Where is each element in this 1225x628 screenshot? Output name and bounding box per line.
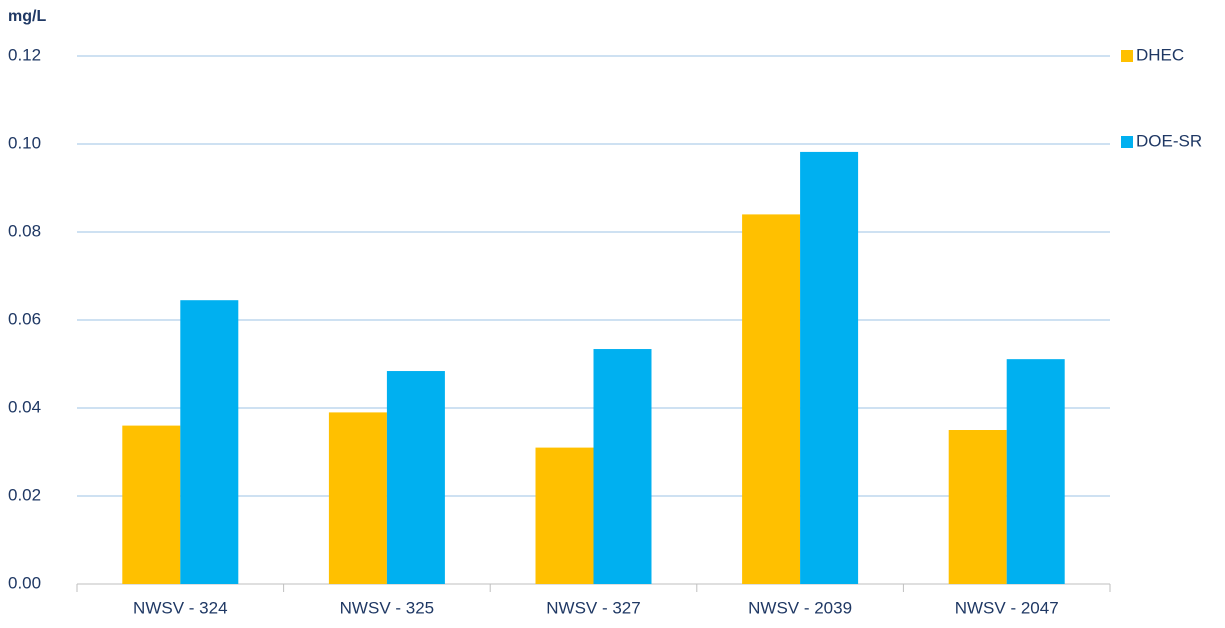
y-tick-label: 0.06	[8, 309, 41, 328]
y-tick-label: 0.08	[8, 221, 41, 240]
legend-label: DOE-SR	[1136, 131, 1202, 150]
bar	[180, 300, 239, 584]
legend-label: DHEC	[1136, 45, 1184, 64]
y-tick-label: 0.00	[8, 573, 41, 592]
legend-swatch	[1121, 50, 1133, 62]
legend-swatch	[1121, 136, 1133, 148]
y-tick-label: 0.12	[8, 45, 41, 64]
x-tick-label: NWSV - 324	[133, 598, 227, 617]
y-axis-label: mg/L	[8, 8, 46, 25]
x-tick-label: NWSV - 327	[546, 598, 640, 617]
bar	[593, 349, 652, 584]
bar	[386, 371, 445, 584]
bar	[122, 425, 181, 584]
x-tick-label: NWSV - 325	[340, 598, 434, 617]
y-tick-label: 0.10	[8, 133, 41, 152]
y-tick-label: 0.02	[8, 485, 41, 504]
x-tick-label: NWSV - 2039	[748, 598, 852, 617]
bar	[328, 412, 387, 584]
bar	[1006, 359, 1065, 584]
bar	[742, 214, 801, 584]
bar	[800, 151, 859, 585]
y-tick-label: 0.04	[8, 397, 41, 416]
bar	[948, 430, 1007, 584]
x-tick-label: NWSV - 2047	[955, 598, 1059, 617]
bar	[535, 447, 594, 584]
